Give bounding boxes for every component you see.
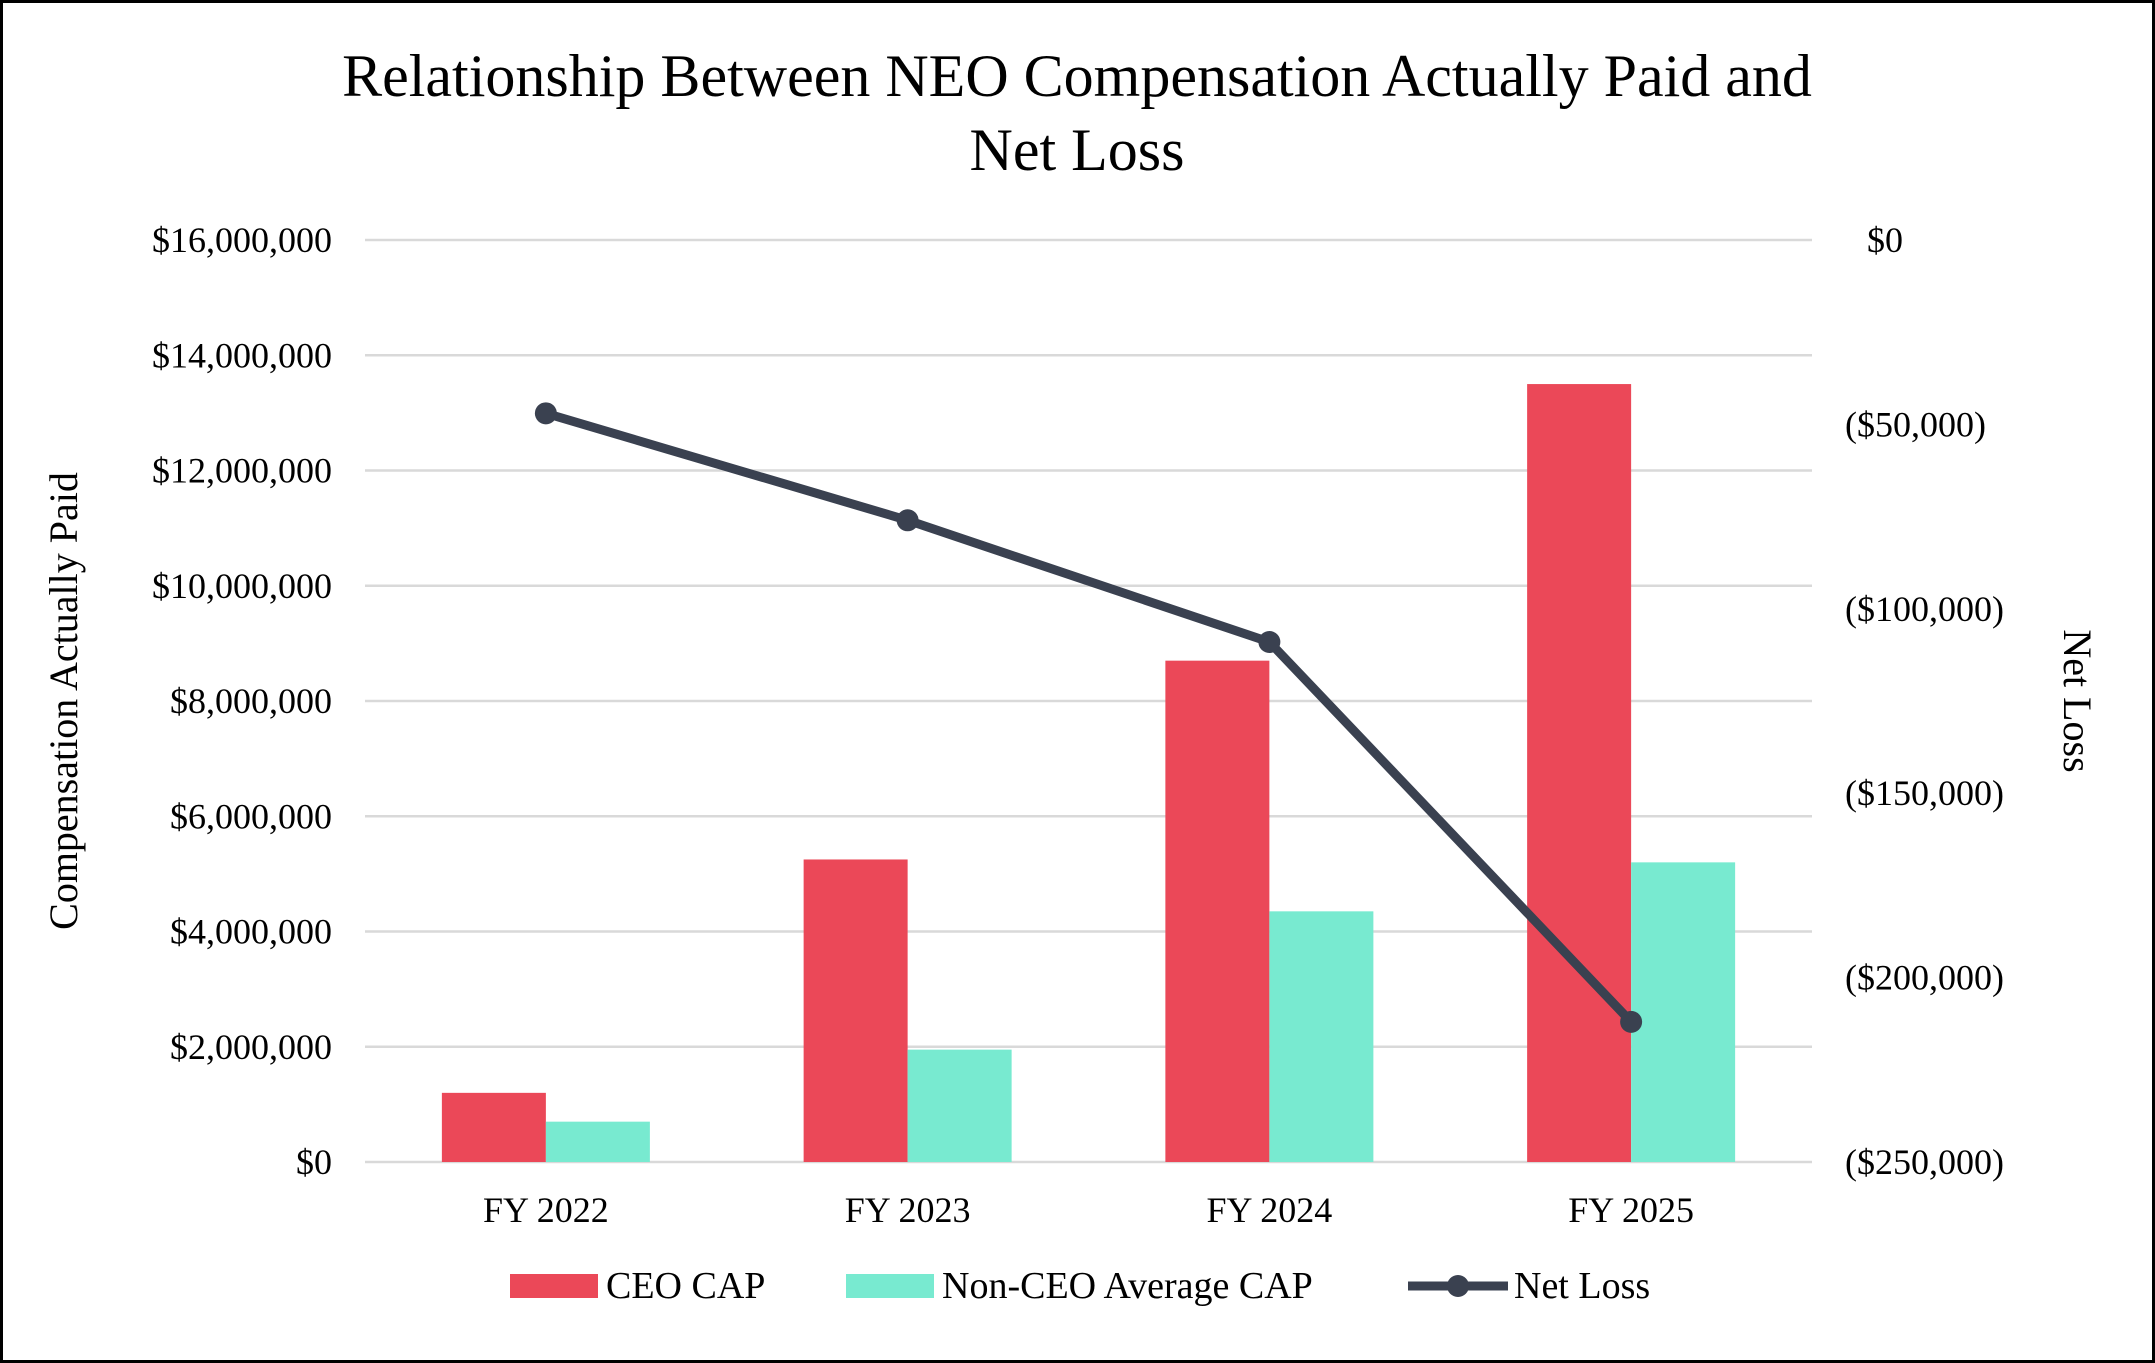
point-net-loss-fy-2024 xyxy=(1258,630,1281,653)
y-axis-left: $0 $2,000,000 $4,000,000 $6,000,000 $8,000,0… xyxy=(152,220,332,1182)
y-tick-label: $0 xyxy=(296,1142,332,1182)
y2-tick-label: $0 xyxy=(1867,220,1903,260)
line-net-loss xyxy=(544,409,1635,1025)
x-tick-label: FY 2022 xyxy=(483,1190,609,1230)
legend-marker-net-loss xyxy=(1447,1275,1469,1297)
y2-tick-label: ($50,000) xyxy=(1845,404,1986,444)
y2-tick-label: ($100,000) xyxy=(1845,589,2004,629)
y2-tick-label: ($150,000) xyxy=(1845,773,2004,813)
legend: CEO CAP Non-CEO Average CAP Net Loss xyxy=(510,1265,1650,1307)
bar-ceo-cap-fy-2024 xyxy=(1165,660,1270,1162)
x-tick-label: FY 2024 xyxy=(1207,1190,1333,1230)
y-tick-label: $16,000,000 xyxy=(152,220,332,260)
bar-non-ceo-average-cap-fy-2023 xyxy=(907,1049,1012,1162)
chart-title: Relationship Between NEO Compensation Ac… xyxy=(342,43,1812,183)
y-tick-label: $14,000,000 xyxy=(152,335,332,375)
chart-title-line: Relationship Between NEO Compensation Ac… xyxy=(342,43,1812,109)
y-tick-label: $6,000,000 xyxy=(170,796,332,836)
y-axis-right: $0 ($50,000) ($100,000) ($150,000) ($200,000… xyxy=(1845,220,2004,1182)
bar-ceo-cap-fy-2023 xyxy=(803,859,908,1162)
bar-ceo-cap-fy-2022 xyxy=(441,1092,546,1162)
y-tick-label: $8,000,000 xyxy=(170,681,332,721)
bar-ceo-cap-fy-2025 xyxy=(1527,384,1632,1162)
point-net-loss-fy-2025 xyxy=(1620,1010,1643,1033)
legend-label-non-ceo-average-cap: Non-CEO Average CAP xyxy=(942,1265,1313,1307)
y-tick-label: $4,000,000 xyxy=(170,912,332,952)
y-axis-title: Compensation Actually Paid xyxy=(41,472,86,930)
legend-label-net-loss: Net Loss xyxy=(1514,1265,1650,1307)
x-axis: FY 2022 FY 2023 FY 2024 FY 2025 xyxy=(483,1190,1694,1230)
net-loss-line-group xyxy=(534,402,1643,1033)
y-tick-label: $2,000,000 xyxy=(170,1027,332,1067)
x-tick-label: FY 2023 xyxy=(845,1190,971,1230)
bars xyxy=(441,384,1736,1162)
point-net-loss-fy-2022 xyxy=(534,402,557,425)
y2-axis-title: Net Loss xyxy=(2055,629,2100,772)
y-tick-label: $12,000,000 xyxy=(152,451,332,491)
legend-swatch-ceo-cap xyxy=(510,1274,598,1298)
bar-non-ceo-average-cap-fy-2024 xyxy=(1269,911,1374,1162)
y-tick-label: $10,000,000 xyxy=(152,566,332,606)
chart-title-line: Net Loss xyxy=(970,117,1185,183)
y2-tick-label: ($250,000) xyxy=(1845,1142,2004,1182)
point-net-loss-fy-2023 xyxy=(896,509,919,532)
y2-tick-label: ($200,000) xyxy=(1845,958,2004,998)
x-tick-label: FY 2025 xyxy=(1568,1190,1694,1230)
bar-non-ceo-average-cap-fy-2025 xyxy=(1631,862,1736,1162)
bar-non-ceo-average-cap-fy-2022 xyxy=(545,1121,650,1162)
legend-label-ceo-cap: CEO CAP xyxy=(606,1265,765,1307)
axis-titles: Compensation Actually Paid Net Loss xyxy=(41,472,2100,930)
legend-swatch-non-ceo-average-cap xyxy=(846,1274,934,1298)
